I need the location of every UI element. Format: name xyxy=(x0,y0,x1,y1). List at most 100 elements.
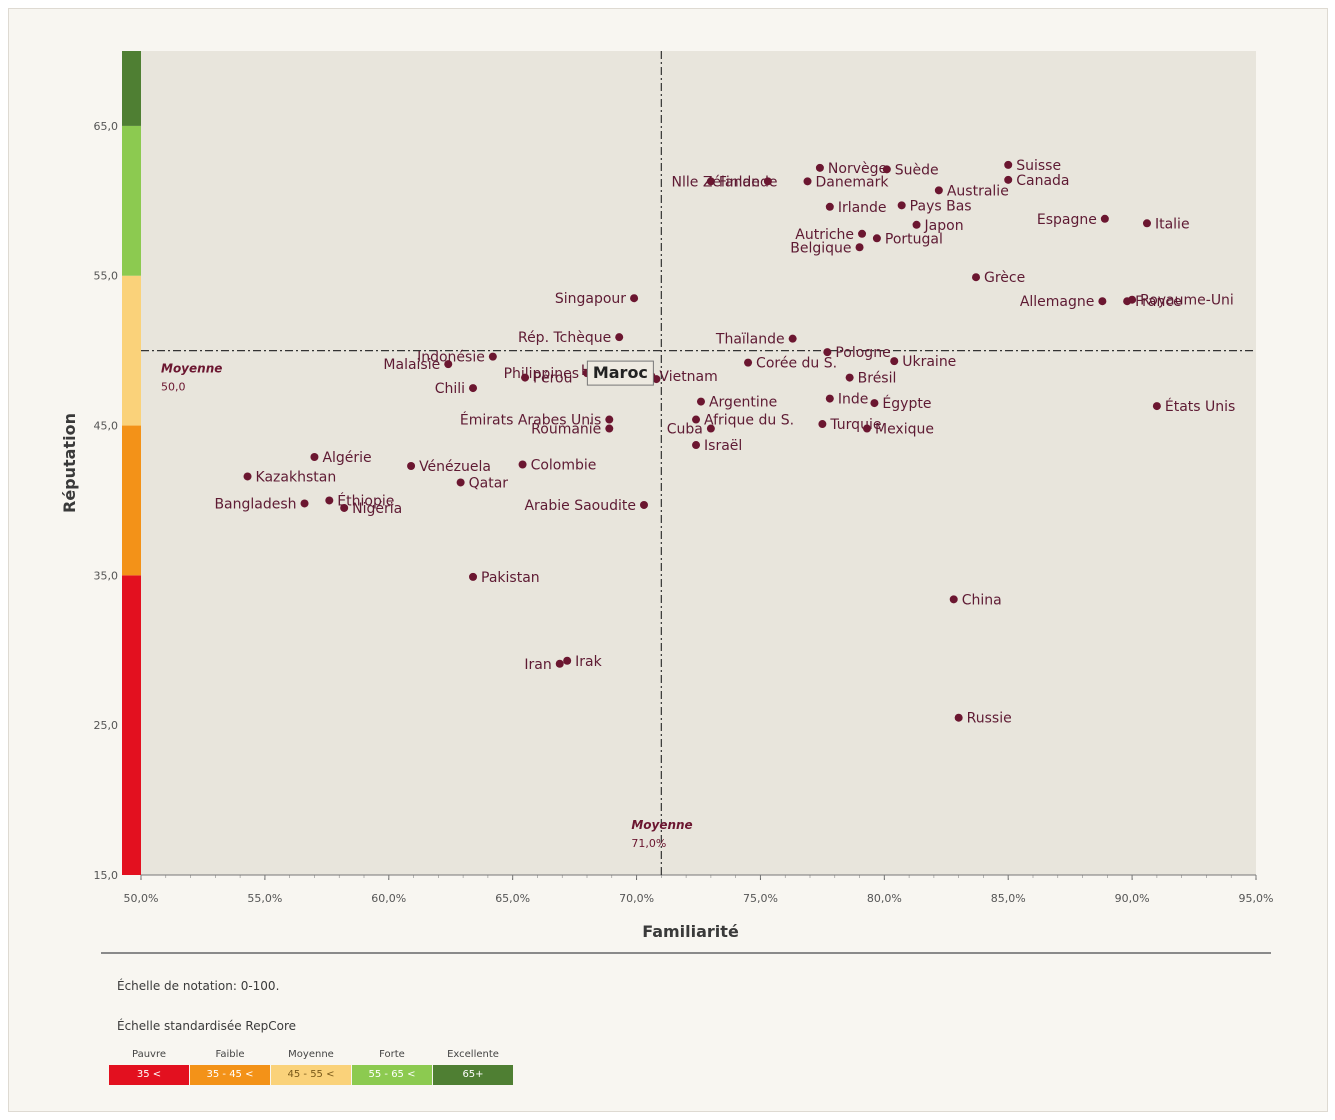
point-ukraine xyxy=(890,357,899,366)
label-pologne: Pologne xyxy=(835,345,890,361)
point-nigeria xyxy=(340,503,349,512)
point-espagne xyxy=(1100,214,1109,223)
label-finlande: Finlande xyxy=(719,174,778,190)
label-grece: Grèce xyxy=(984,270,1025,286)
point-suisse xyxy=(1004,160,1013,169)
x-tick-label: 55,0% xyxy=(247,892,282,905)
point-bangladesh xyxy=(300,499,309,508)
legend-name: Faible xyxy=(215,1049,245,1060)
point-pologne xyxy=(823,348,832,357)
label-etats-unis: États Unis xyxy=(1165,398,1235,415)
point-nlle-zelande xyxy=(763,177,772,186)
point-pays-bas xyxy=(897,201,906,210)
point-afrique-du-s xyxy=(692,415,701,424)
point-chili xyxy=(469,384,478,393)
label-pays-bas: Pays Bas xyxy=(910,198,972,214)
label-pakistan: Pakistan xyxy=(481,570,540,586)
point-belgique xyxy=(855,243,864,252)
x-tick-label: 70,0% xyxy=(619,892,654,905)
legend-range: 35 - 45 < xyxy=(190,1065,270,1085)
label-suisse: Suisse xyxy=(1016,158,1061,174)
label-china: China xyxy=(962,592,1002,608)
x-tick-label: 75,0% xyxy=(743,892,778,905)
x-tick-label: 65,0% xyxy=(495,892,530,905)
legend-range: 35 < xyxy=(109,1065,189,1085)
rating-band-3 xyxy=(122,125,141,276)
point-grece xyxy=(972,273,981,282)
point-canada xyxy=(1004,175,1013,184)
point-egypte xyxy=(870,399,879,408)
point-singapour xyxy=(630,294,639,303)
label-espagne: Espagne xyxy=(1037,212,1097,228)
point-iran xyxy=(555,659,564,668)
label-roumanie: Roumanie xyxy=(531,422,601,438)
label-maroc: Maroc xyxy=(593,363,648,382)
point-finlande xyxy=(706,177,715,186)
point-china xyxy=(949,595,958,604)
point-israel xyxy=(692,441,701,450)
y-tick-label: 25,0 xyxy=(94,719,119,732)
point-etats-unis xyxy=(1152,402,1161,411)
x-tick-label: 50,0% xyxy=(124,892,159,905)
rating-band-0 xyxy=(122,575,141,875)
label-danemark: Danemark xyxy=(816,174,890,190)
point-bresil xyxy=(845,373,854,382)
point-coree-du-s xyxy=(744,358,753,367)
y-tick-label: 35,0 xyxy=(94,569,119,582)
label-ethiopie: Éthiopie xyxy=(337,492,394,509)
point-thailande xyxy=(788,334,797,343)
label-mexique: Mexique xyxy=(875,422,934,438)
plot-area xyxy=(141,51,1256,875)
point-kazakhstan xyxy=(243,472,252,481)
point-rep-tcheque xyxy=(615,333,624,342)
mean-x-label: Moyenne xyxy=(631,818,692,832)
point-danemark xyxy=(803,177,812,186)
label-singapour: Singapour xyxy=(555,291,626,307)
mean-y-value: 50,0 xyxy=(161,381,186,394)
y-tick-label: 65,0 xyxy=(94,120,119,133)
label-algerie: Algérie xyxy=(322,450,371,466)
label-canada: Canada xyxy=(1016,173,1069,189)
point-turquie xyxy=(818,420,827,429)
x-tick-label: 60,0% xyxy=(371,892,406,905)
y-tick-label: 15,0 xyxy=(94,869,119,882)
label-norvege: Norvège xyxy=(828,161,887,177)
label-colombie: Colombie xyxy=(531,457,597,473)
label-thailande: Thaïlande xyxy=(715,332,785,348)
footer-divider xyxy=(101,952,1271,954)
point-qatar xyxy=(456,478,465,487)
x-tick-label: 85,0% xyxy=(991,892,1026,905)
label-indonesie: Indonésie xyxy=(417,350,485,366)
label-malaisie: Malaisie xyxy=(383,357,440,373)
label-italie: Italie xyxy=(1155,216,1190,232)
rating-band-4 xyxy=(122,51,141,126)
label-ukraine: Ukraine xyxy=(902,354,956,370)
point-cuba xyxy=(706,424,715,433)
point-australie xyxy=(934,186,943,195)
legend-item-excellente: Excellente 65+ xyxy=(433,1049,513,1085)
label-afrique-du-s: Afrique du S. xyxy=(704,413,794,429)
rating-band-2 xyxy=(122,275,141,426)
label-portugal: Portugal xyxy=(885,231,943,247)
label-perou: Pérou xyxy=(533,371,572,387)
point-inde xyxy=(825,394,834,403)
point-portugal xyxy=(872,234,881,243)
standard-scale-note: Échelle standardisée RepCore xyxy=(117,1019,296,1033)
mean-y-label: Moyenne xyxy=(161,362,222,376)
point-algerie xyxy=(310,453,319,462)
label-arabie-saoudite: Arabie Saoudite xyxy=(524,498,636,514)
legend-name: Excellente xyxy=(447,1049,499,1060)
point-colombie xyxy=(518,460,527,469)
legend-item-forte: Forte 55 - 65 < xyxy=(352,1049,432,1085)
label-allemagne: Allemagne xyxy=(1020,294,1095,310)
scale-note: Échelle de notation: 0-100. xyxy=(117,979,280,993)
point-italie xyxy=(1142,219,1151,228)
point-mexique xyxy=(862,424,871,433)
rating-band-1 xyxy=(122,425,141,576)
label-coree-du-s: Corée du S. xyxy=(756,356,837,372)
x-axis-title: Familiarité xyxy=(642,922,739,941)
point-arabie-saoudite xyxy=(639,500,648,509)
y-axis-title: Réputation xyxy=(60,413,79,513)
label-russie: Russie xyxy=(967,711,1012,727)
rating-legend: Pauvre 35 < Faible 35 - 45 < Moyenne 45 … xyxy=(109,1049,513,1085)
